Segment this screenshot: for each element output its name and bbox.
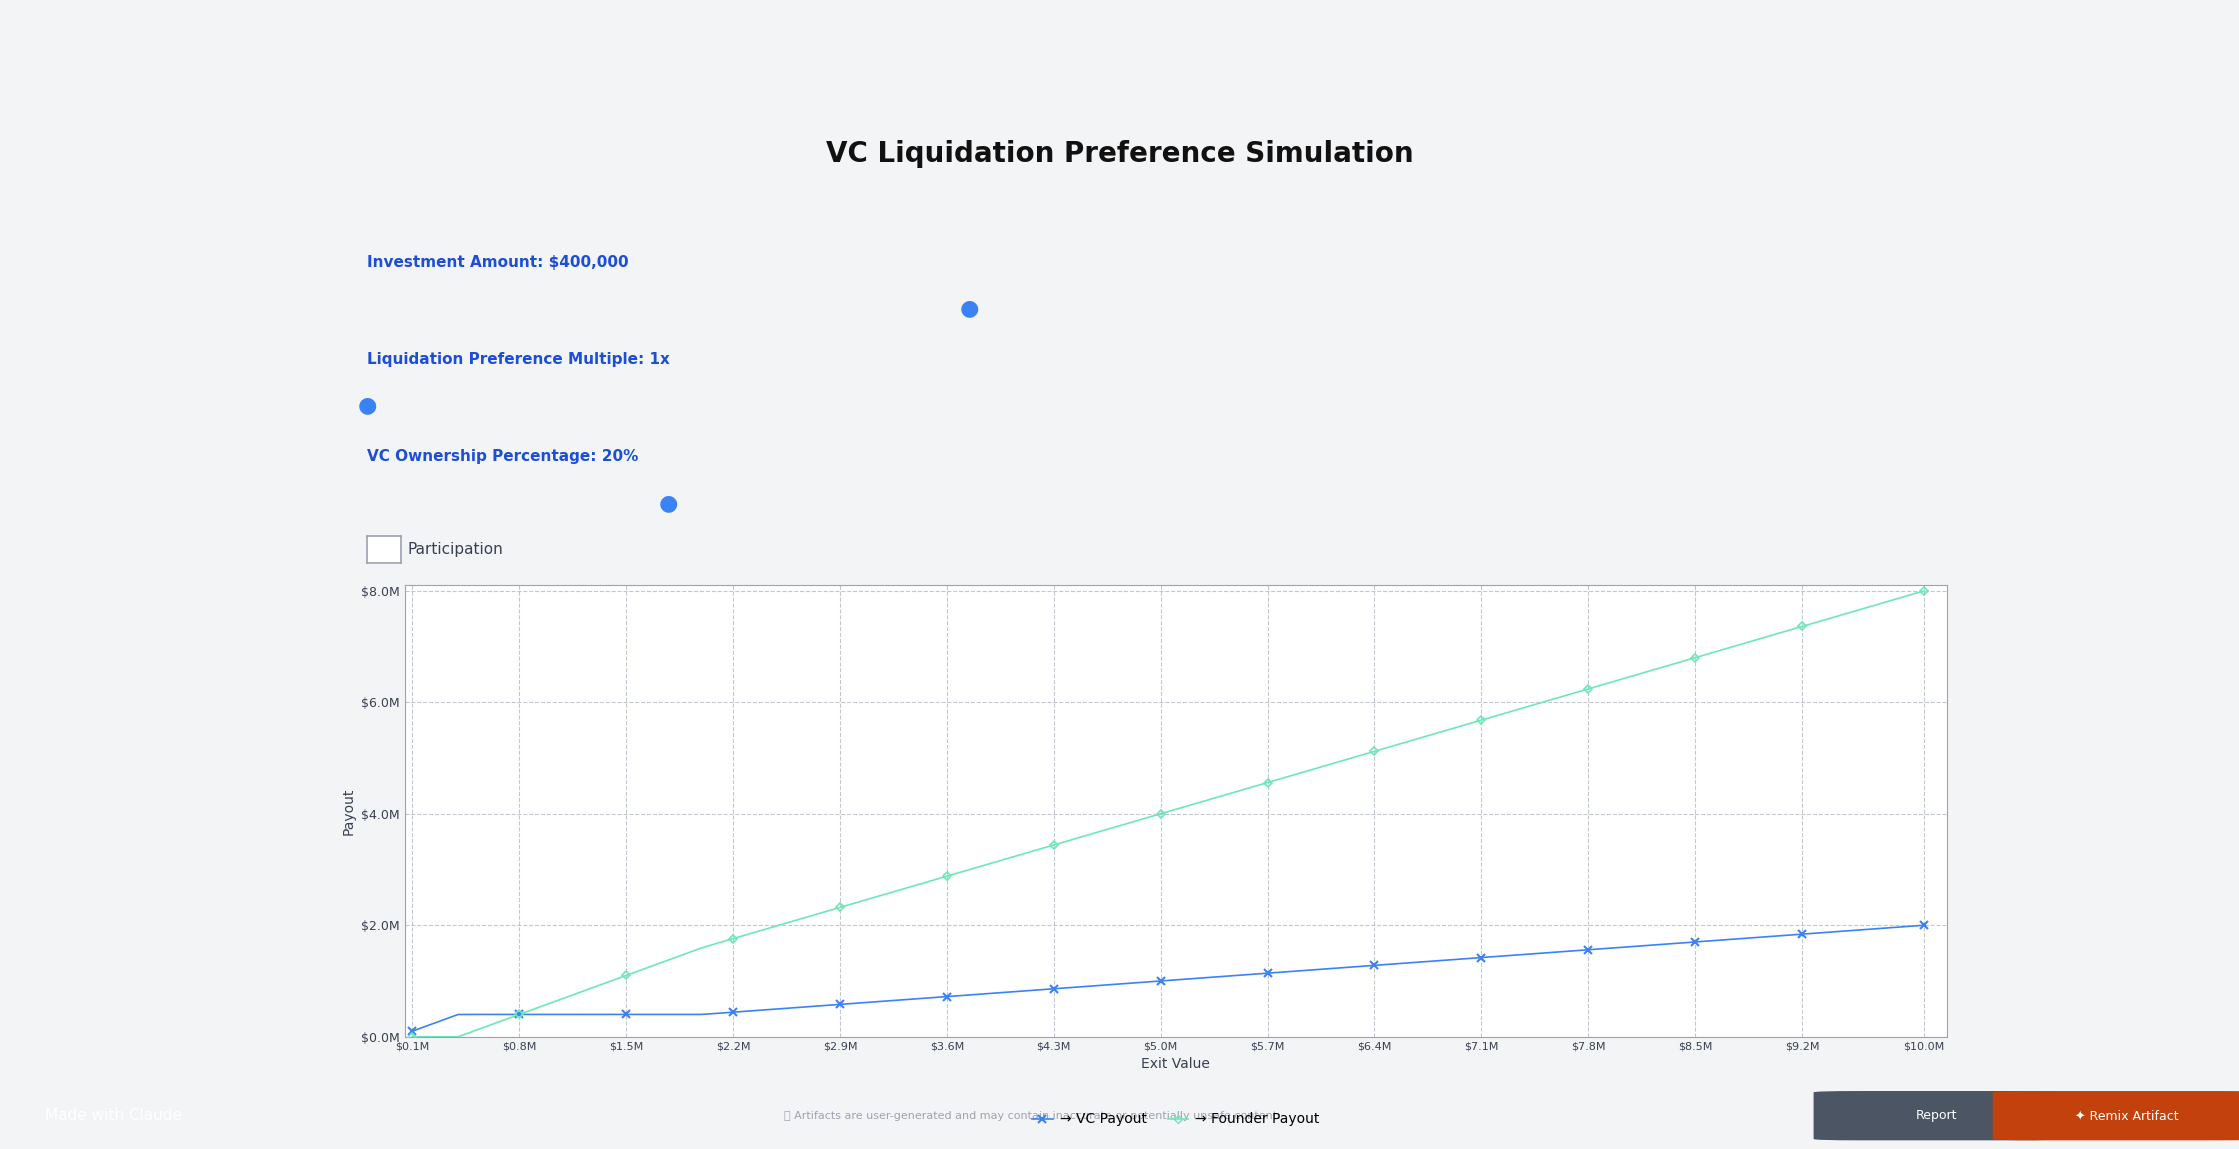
Text: VC Liquidation Preference Simulation: VC Liquidation Preference Simulation: [826, 140, 1413, 168]
Text: Participation: Participation: [407, 542, 504, 557]
Text: ⓘ Artifacts are user-generated and may contain inaccurate or potentially unsafe : ⓘ Artifacts are user-generated and may c…: [784, 1111, 1281, 1120]
Legend: → VC Payout, → Founder Payout: → VC Payout, → Founder Payout: [1025, 1106, 1325, 1132]
Text: ●: ●: [358, 395, 376, 416]
Text: Report: Report: [1917, 1109, 1957, 1123]
Text: ●: ●: [658, 493, 678, 514]
Text: Investment Amount: $400,000: Investment Amount: $400,000: [367, 255, 629, 270]
FancyBboxPatch shape: [1814, 1092, 2060, 1140]
Text: Made with Claude: Made with Claude: [45, 1108, 181, 1124]
Text: Liquidation Preference Multiple: 1x: Liquidation Preference Multiple: 1x: [367, 352, 669, 367]
Y-axis label: Payout: Payout: [343, 787, 356, 834]
Text: VC Ownership Percentage: 20%: VC Ownership Percentage: 20%: [367, 449, 638, 464]
FancyBboxPatch shape: [1993, 1092, 2239, 1140]
Text: ●: ●: [958, 299, 978, 318]
Text: ✦ Remix Artifact: ✦ Remix Artifact: [2076, 1109, 2179, 1123]
X-axis label: Exit Value: Exit Value: [1142, 1057, 1211, 1071]
